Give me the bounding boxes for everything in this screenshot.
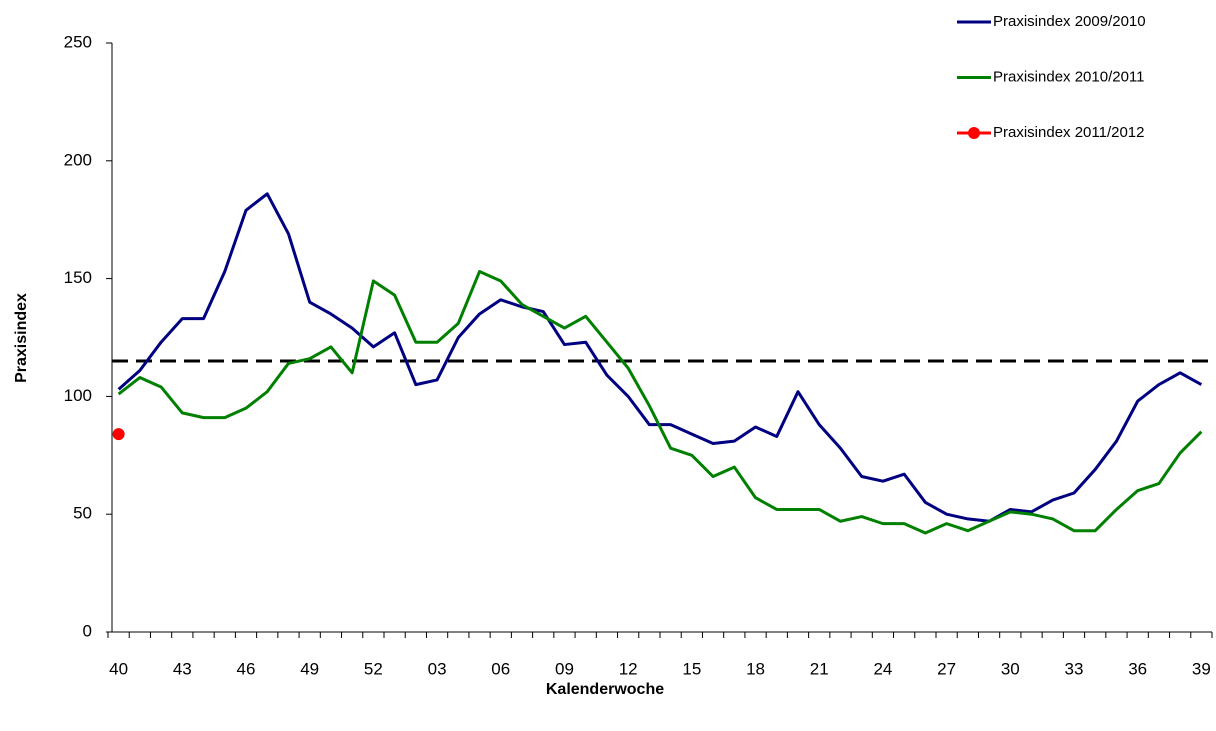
x-axis-title: Kalenderwoche [546, 681, 664, 698]
legend-marker [968, 127, 980, 139]
x-tick-label: 33 [1065, 659, 1084, 678]
x-tick-label: 49 [300, 659, 319, 678]
x-tick-label: 24 [873, 659, 892, 678]
legend-label: Praxisindex 2010/2011 [993, 68, 1145, 85]
x-tick-label: 39 [1192, 659, 1211, 678]
series-line [117, 270, 1203, 535]
y-axis-title: Praxisindex [13, 293, 30, 383]
y-tick-label: 250 [64, 32, 92, 51]
x-tick-label: 09 [555, 659, 574, 678]
x-tick-label: 43 [173, 659, 192, 678]
x-tick-label: 15 [682, 659, 701, 678]
x-tick-label: 40 [109, 659, 128, 678]
y-tick-label: 200 [64, 150, 92, 169]
x-tick-label: 06 [491, 659, 510, 678]
x-tick-label: 52 [364, 659, 383, 678]
x-tick-label: 36 [1128, 659, 1147, 678]
y-tick-label: 100 [64, 386, 92, 405]
y-tick-label: 0 [83, 621, 92, 640]
legend-label: Praxisindex 2011/2012 [993, 124, 1145, 141]
x-tick-label: 12 [619, 659, 638, 678]
series-line [117, 192, 1203, 523]
x-tick-label: 27 [937, 659, 956, 678]
x-tick-label: 18 [746, 659, 765, 678]
data-point [112, 428, 125, 441]
y-tick-label: 50 [73, 504, 92, 523]
x-tick-label: 21 [810, 659, 829, 678]
x-tick-label: 46 [237, 659, 256, 678]
y-tick-label: 150 [64, 268, 92, 287]
x-tick-label: 03 [428, 659, 447, 678]
legend-label: Praxisindex 2009/2010 [993, 13, 1146, 30]
x-tick-label: 30 [1001, 659, 1020, 678]
